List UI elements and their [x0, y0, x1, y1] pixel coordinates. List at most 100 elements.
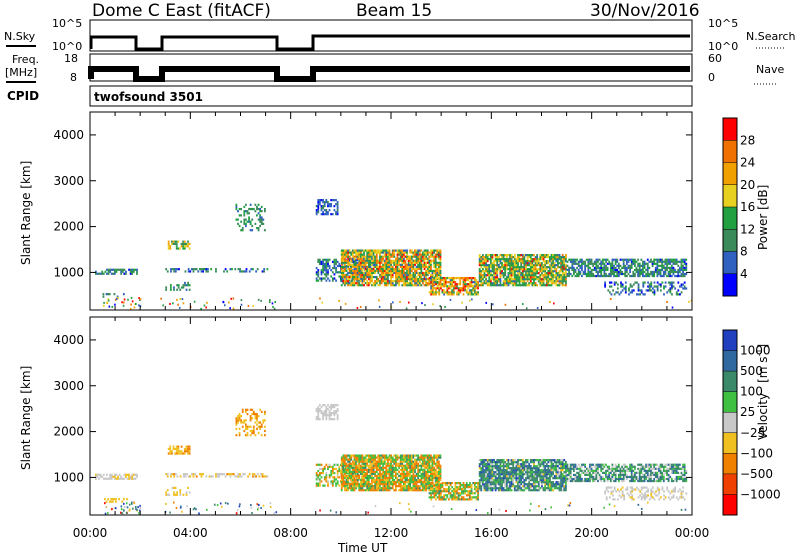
velocity-cell — [196, 475, 198, 477]
velocity-cell — [436, 463, 438, 465]
velocity-cell — [250, 415, 252, 417]
velocity-cell — [357, 471, 359, 473]
velocity-cell — [245, 426, 247, 428]
velocity-cell — [424, 477, 426, 479]
power-cell — [406, 272, 408, 274]
velocity-cell — [258, 432, 260, 434]
power-cell — [366, 252, 368, 254]
power-cell — [653, 261, 655, 263]
velocity-cell — [228, 473, 230, 475]
power-cell — [397, 260, 399, 262]
power-cell — [362, 284, 364, 286]
power-cell — [463, 279, 465, 281]
velocity-cell — [422, 454, 424, 456]
power-cell — [400, 256, 402, 258]
power-cell — [677, 261, 679, 263]
velocity-cell — [347, 454, 349, 456]
power-cell — [632, 271, 634, 273]
power-cell — [560, 256, 562, 258]
power-cell — [642, 263, 644, 265]
velocity-cell — [485, 483, 487, 485]
power-cell — [341, 268, 343, 270]
velocity-cell — [479, 467, 481, 469]
power-cell — [640, 271, 642, 273]
velocity-cell — [329, 406, 331, 408]
power-cell — [130, 269, 132, 271]
power-cell — [629, 275, 631, 277]
power-cell — [199, 268, 201, 270]
velocity-cell — [347, 489, 349, 491]
power-cell — [665, 285, 667, 287]
power-cell — [647, 269, 649, 271]
velocity-cell — [445, 490, 447, 492]
velocity-cell — [354, 454, 356, 456]
power-cell — [509, 282, 511, 284]
velocity-cell — [413, 463, 415, 465]
velocity-cell — [264, 426, 266, 428]
power-cell — [463, 289, 465, 291]
velocity-cell — [487, 477, 489, 479]
power-cell — [191, 268, 193, 270]
power-cell — [599, 275, 601, 277]
power-cell — [541, 272, 543, 274]
power-ytick-label: 2000 — [53, 220, 84, 234]
velocity-cell — [398, 463, 400, 465]
power-cell — [422, 272, 424, 274]
velocity-cell — [406, 479, 408, 481]
power-cell — [484, 256, 486, 258]
power-cell — [246, 268, 248, 270]
velocity-cell — [485, 467, 487, 469]
velocity-cell — [408, 483, 410, 485]
velocity-cell — [333, 412, 335, 414]
power-cell — [365, 258, 367, 260]
power-cell — [124, 299, 126, 301]
velocity-cell — [438, 488, 440, 490]
velocity-cell — [480, 461, 482, 463]
velocity-cell — [321, 464, 323, 466]
power-cell — [555, 272, 557, 274]
velocity-cell — [409, 483, 411, 485]
velocity-cell — [325, 478, 327, 480]
power-cell — [467, 287, 469, 289]
velocity-cell — [185, 450, 187, 452]
velocity-cell — [381, 475, 383, 477]
power-cell — [347, 268, 349, 270]
power-cell — [614, 281, 616, 283]
power-cell — [493, 262, 495, 264]
power-cell — [527, 260, 529, 262]
velocity-cell — [429, 484, 431, 486]
power-cell — [333, 199, 335, 201]
power-cell — [116, 269, 118, 271]
power-cell — [604, 273, 606, 275]
power-cell — [429, 277, 431, 279]
velocity-cell — [342, 479, 344, 481]
power-cell — [106, 293, 108, 295]
power-cell — [645, 275, 647, 277]
power-cell — [180, 298, 182, 300]
velocity-cell — [428, 461, 430, 463]
power-cell — [472, 285, 474, 287]
power-cell — [261, 206, 263, 208]
power-cell — [354, 282, 356, 284]
power-cell — [400, 274, 402, 276]
power-cell — [511, 274, 513, 276]
power-cell — [533, 282, 535, 284]
power-cell — [172, 302, 174, 304]
power-cell — [604, 285, 606, 287]
power-cell — [511, 256, 513, 258]
power-cell — [663, 273, 665, 275]
power-cell — [438, 274, 440, 276]
velocity-cell — [103, 478, 105, 480]
power-cell — [435, 264, 437, 266]
power-cell — [671, 261, 673, 263]
power-cell — [325, 211, 327, 213]
power-cell — [392, 249, 394, 251]
velocity-cell — [392, 483, 394, 485]
power-cell — [433, 291, 435, 293]
power-cell — [401, 284, 403, 286]
power-cell — [362, 260, 364, 262]
power-cell — [602, 259, 604, 261]
velocity-cell — [325, 408, 327, 410]
power-cell — [526, 307, 528, 309]
power-cell — [376, 256, 378, 258]
